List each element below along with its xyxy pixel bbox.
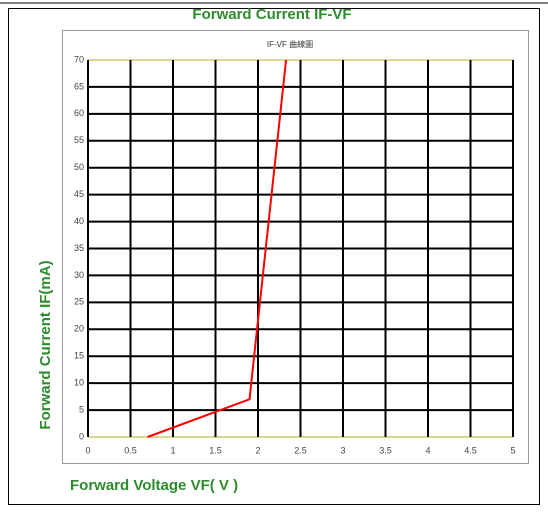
x-tick-label: 1.5 (209, 445, 222, 455)
y-tick-label: 65 (74, 81, 84, 91)
y-tick-label: 70 (74, 54, 84, 64)
x-tick-label: 5 (510, 445, 515, 455)
x-tick-label: 0 (85, 445, 90, 455)
y-tick-label: 0 (79, 431, 84, 441)
x-tick-label: 4.5 (464, 445, 477, 455)
x-tick-label: 3.5 (379, 445, 392, 455)
y-tick-label: 35 (74, 243, 84, 253)
y-tick-label: 20 (74, 324, 84, 334)
x-tick-label: 0.5 (124, 445, 137, 455)
y-tick-label: 55 (74, 135, 84, 145)
x-tick-label: 2.5 (294, 445, 307, 455)
y-tick-label: 5 (79, 404, 84, 414)
y-tick-label: 60 (74, 108, 84, 118)
y-tick-label: 40 (74, 216, 84, 226)
y-tick-label: 10 (74, 378, 84, 388)
chart-subtitle: IF-VF 曲線圖 (267, 39, 313, 49)
outer-frame (8, 8, 540, 505)
y-tick-label: 50 (74, 162, 84, 172)
y-axis-label: Forward Current IF(mA) (37, 260, 54, 429)
x-axis-label: Forward Voltage VF( V ) (70, 477, 238, 494)
y-tick-label: 45 (74, 189, 84, 199)
chart-title: Forward Current IF-VF (192, 6, 351, 23)
y-tick-label: 15 (74, 351, 84, 361)
x-tick-label: 4 (425, 445, 430, 455)
x-tick-label: 1 (170, 445, 175, 455)
chart-panel (62, 30, 529, 464)
y-tick-label: 25 (74, 297, 84, 307)
y-tick-label: 30 (74, 270, 84, 280)
data-line (147, 59, 288, 438)
x-tick-label: 3 (340, 445, 345, 455)
x-tick-label: 2 (255, 445, 260, 455)
